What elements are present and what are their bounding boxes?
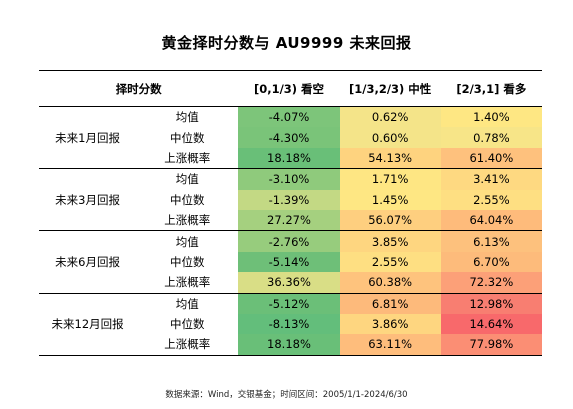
value-cell: 1.71% [339, 168, 441, 190]
value-cell: -3.10% [238, 168, 340, 190]
value-cell: 18.18% [238, 147, 340, 169]
heatmap-table: 择时分数 [0,1/3) 看空 [1/3,2/3) 中性 [2/3,1] 看多 … [39, 70, 542, 356]
header-neutral: [1/3,2/3) 中性 [339, 70, 441, 107]
value-cell: 14.64% [440, 313, 542, 335]
value-cell: 12.98% [440, 292, 542, 314]
value-cell: 6.13% [440, 230, 542, 252]
metric-label: 中位数 [170, 192, 205, 207]
table-row: 中位数 -8.13% 3.86% 14.64% [39, 313, 542, 335]
period-label: 未来1月回报 [55, 130, 120, 145]
metric-label: 均值 [136, 168, 239, 190]
value-cell: 54.13% [339, 147, 441, 169]
table-row: 未来1月回报 均值 -4.07% 0.62% 1.40% [39, 106, 542, 145]
value-cell: 61.40% [440, 147, 542, 169]
value-cell: 72.32% [440, 272, 542, 294]
table-row: 中位数 -1.39% 1.45% 2.55% [39, 189, 542, 210]
value-cell: 64.04% [440, 209, 542, 231]
metric-label: 上涨概率 [164, 213, 211, 228]
value-cell: 3.41% [440, 168, 542, 190]
header-score-label: 择时分数 [39, 70, 239, 107]
value-cell: 6.70% [440, 251, 542, 273]
value-cell: 56.07% [339, 209, 441, 231]
metric-label: 上涨概率 [136, 334, 239, 356]
value-cell: -4.07% [238, 106, 340, 128]
value-cell: 2.55% [440, 189, 542, 210]
period-label: 未来12月回报 [39, 292, 137, 356]
value-cell: -5.12% [238, 292, 340, 314]
metric-label: 均值 [175, 110, 199, 125]
value-cell: 63.11% [339, 334, 441, 356]
metric-label: 上涨概率 [164, 275, 211, 290]
value-cell: 6.81% [339, 292, 441, 314]
value-cell: -8.13% [238, 313, 340, 335]
table-title: 黄金择时分数与 AU9999 未来回报 [161, 34, 412, 52]
value-cell: 36.36% [238, 272, 340, 294]
metric-label: 上涨概率 [164, 150, 211, 165]
table-row: 中位数 -5.14% 2.55% 6.70% [39, 251, 542, 273]
value-cell: -2.76% [238, 230, 340, 252]
period-label: 未来3月回报 [39, 168, 137, 231]
value-cell: 18.18% [238, 334, 340, 356]
value-cell: 77.98% [440, 334, 542, 356]
value-cell: 0.60% [339, 127, 441, 148]
metric-label: 均值 [136, 292, 239, 314]
period-label: 未来6月回报 [39, 230, 137, 294]
value-cell: -1.39% [238, 189, 340, 210]
value-cell: 1.45% [339, 189, 441, 210]
header-bullish: [2/3,1] 看多 [440, 70, 542, 107]
value-cell: 3.85% [339, 230, 441, 252]
value-cell: 27.27% [238, 209, 340, 231]
source-note: 数据来源：Wind，交银基金；时间区间：2005/1/1-2024/6/30 [165, 390, 408, 400]
header-row: 择时分数 [0,1/3) 看空 [1/3,2/3) 中性 [2/3,1] 看多 [39, 70, 542, 107]
value-cell: 1.40% [440, 106, 542, 128]
value-cell: 2.55% [339, 251, 441, 273]
table-row: 未来12月回报 均值 -5.12% 6.81% 12.98% [39, 292, 542, 356]
metric-label: 中位数 [170, 130, 205, 145]
table-row: 未来6月回报 均值 -2.76% 3.85% 6.13% [39, 230, 542, 294]
metric-label: 均值 [136, 230, 239, 252]
value-cell: -5.14% [238, 251, 340, 273]
table-row: 中位数 -4.30% 0.60% 0.78% [39, 127, 542, 148]
table-row: 上涨概率 27.27% 56.07% 64.04% [39, 209, 542, 231]
metric-label: 中位数 [170, 317, 205, 332]
table-row: 上涨概率 18.18% 63.11% 77.98% [39, 334, 542, 356]
table-body: 未来1月回报 均值 -4.07% 0.62% 1.40% 中位数 -4.30% 0.60% 0.… [39, 106, 542, 356]
value-cell: -4.30% [238, 127, 340, 148]
value-cell: 3.86% [339, 313, 441, 335]
value-cell: 60.38% [339, 272, 441, 294]
value-cell: 0.62% [339, 106, 441, 128]
table-row: 上涨概率 36.36% 60.38% 72.32% [39, 272, 542, 294]
value-cell: 0.78% [440, 127, 542, 148]
table-row: 上涨概率 18.18% 54.13% 61.40% [39, 147, 542, 169]
table-row: 未来3月回报 均值 -3.10% 1.71% 3.41% [39, 168, 542, 231]
header-bearish: [0,1/3) 看空 [238, 70, 340, 107]
metric-label: 中位数 [170, 254, 205, 269]
